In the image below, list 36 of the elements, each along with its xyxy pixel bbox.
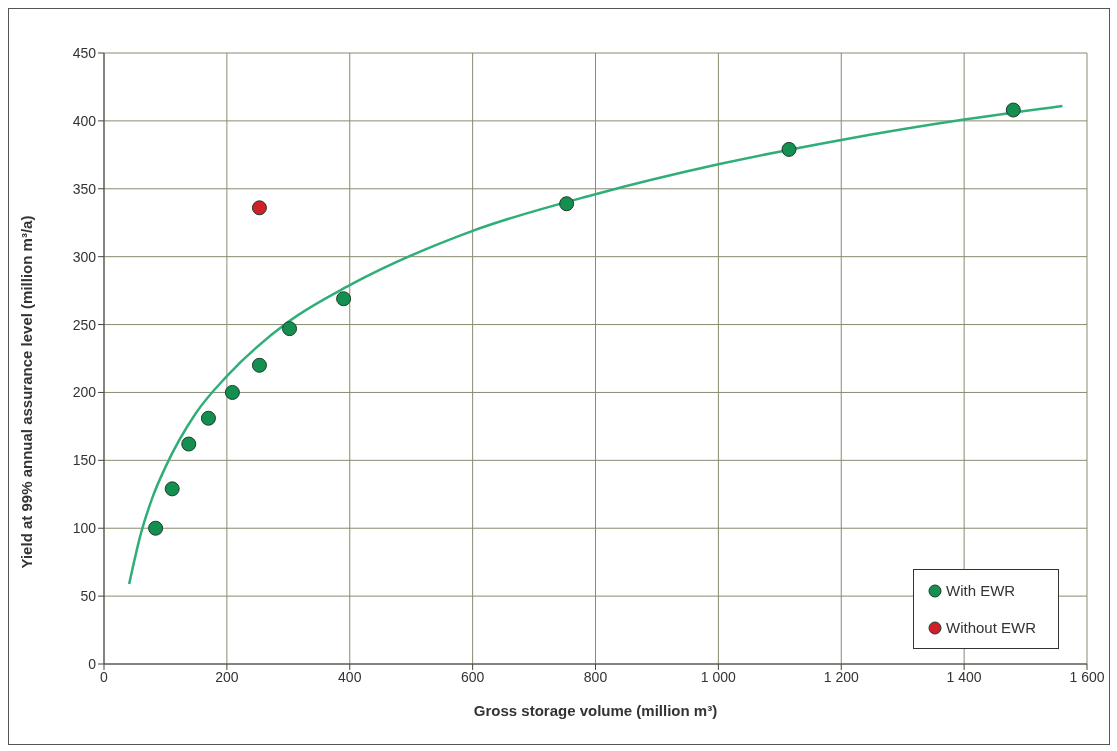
x-tick-label: 200 (215, 668, 239, 685)
point (251, 200, 267, 216)
x-tick-label: 800 (583, 668, 608, 685)
point (224, 384, 240, 400)
y-tick-label: 300 (72, 248, 97, 265)
point (1005, 102, 1021, 118)
y-tick-label: 250 (72, 316, 97, 333)
y-tick-label: 100 (72, 520, 97, 537)
point (282, 321, 298, 337)
point (336, 291, 352, 307)
point (148, 520, 164, 536)
y-tick-label: 350 (72, 180, 97, 197)
y-tick-label: 200 (72, 384, 97, 401)
x-tick-label: 0 (100, 668, 109, 685)
line-series (127, 104, 1064, 586)
point (164, 481, 180, 497)
y-tick-label: 150 (72, 452, 97, 469)
x-tick-label: 1 400 (946, 668, 982, 685)
point (200, 410, 216, 426)
x-tick-label: 1 200 (823, 668, 859, 685)
point (181, 436, 197, 452)
y-tick-label: 450 (72, 44, 97, 61)
y-tick-label: 400 (72, 112, 97, 129)
x-tick-label: 1 000 (700, 668, 737, 685)
x-tick-label: 1 600 (1069, 668, 1105, 685)
x-tick-label: 400 (338, 668, 362, 685)
y-tick-label: 0 (88, 655, 97, 672)
y-tick-label: 50 (80, 588, 97, 605)
point (781, 141, 797, 157)
x-tick-label: 600 (460, 668, 485, 685)
legend-label: Without EWR (945, 619, 1036, 636)
y-axis-title: Yield at 99% annual assurance level (million m³/a) (18, 215, 36, 569)
x-axis-title: Gross storage volume (million m³) (473, 702, 718, 719)
point (251, 357, 267, 373)
point (559, 196, 575, 212)
legend-label: With EWR (945, 582, 1017, 599)
